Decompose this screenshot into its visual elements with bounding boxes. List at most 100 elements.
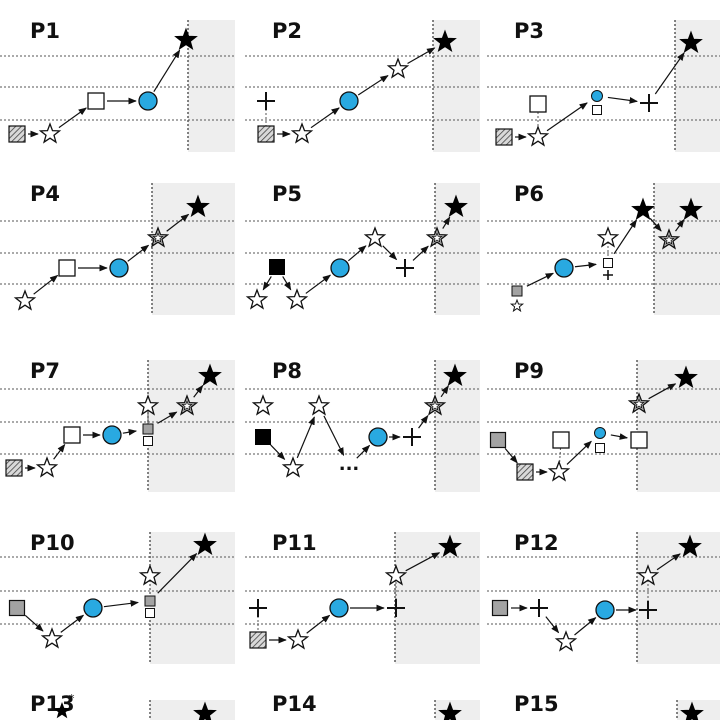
circle-blue-icon xyxy=(368,427,388,447)
star-black-icon xyxy=(443,363,467,387)
flow-arrow xyxy=(306,614,331,634)
panel-p12: P12 xyxy=(487,531,720,664)
panel-title: P10 xyxy=(30,531,75,555)
star-outline-icon xyxy=(384,564,408,586)
star-black-icon xyxy=(631,197,655,221)
square-white-icon xyxy=(630,431,648,449)
star-black-icon xyxy=(53,702,71,719)
panel-p14: P14 xyxy=(272,692,480,720)
square-gray-small-icon xyxy=(144,595,156,607)
star-outline-icon xyxy=(286,628,310,650)
panel-p9: P9 xyxy=(487,359,720,492)
star-black-icon xyxy=(444,194,468,218)
star-black-icon xyxy=(679,30,703,54)
square-black-icon xyxy=(255,429,271,445)
panel-title: P5 xyxy=(272,182,302,206)
circle-small-icon xyxy=(594,427,606,439)
square-small-icon xyxy=(592,105,602,115)
flow-arrow xyxy=(654,52,685,95)
star-inner-icon xyxy=(181,399,193,411)
circle-blue-icon xyxy=(554,258,574,278)
square-hatched-icon xyxy=(516,463,534,481)
flow-arrow xyxy=(574,261,597,269)
square-white-icon xyxy=(552,431,570,449)
panel-title: P7 xyxy=(30,359,60,383)
plus-icon xyxy=(387,599,405,617)
flow-arrow xyxy=(648,383,677,400)
flow-arrow xyxy=(310,107,340,129)
plus-icon xyxy=(249,599,267,617)
square-gray-small-icon xyxy=(142,423,154,435)
flow-arrow xyxy=(153,49,181,92)
shaded-region xyxy=(150,700,235,720)
circle-blue-icon xyxy=(109,258,129,278)
square-hatched-icon xyxy=(8,125,26,143)
flow-arrow xyxy=(357,75,389,96)
flow-arrow xyxy=(33,274,59,295)
star-small-icon xyxy=(509,298,525,313)
panel-p15: P15 xyxy=(514,692,720,720)
flow-arrow xyxy=(53,443,66,460)
panel-title: P14 xyxy=(272,692,317,716)
star-outline-icon xyxy=(245,288,269,310)
square-gray-icon xyxy=(489,431,507,449)
panel-p6: P6 xyxy=(487,182,720,315)
flow-arrow xyxy=(407,47,436,65)
flow-arrow xyxy=(270,444,286,460)
circle-blue-icon xyxy=(339,91,359,111)
square-white-icon xyxy=(58,259,76,277)
circle-blue-icon xyxy=(138,91,158,111)
square-gray-small-icon xyxy=(511,285,523,297)
panel-title: P12 xyxy=(514,531,559,555)
star-outline-icon xyxy=(281,456,305,478)
panel-p2: P2 xyxy=(245,19,480,152)
flow-arrow xyxy=(347,245,367,262)
star-black-icon xyxy=(198,363,222,387)
flow-arrow xyxy=(442,216,451,229)
square-white-icon xyxy=(87,92,105,110)
panel-title: P9 xyxy=(514,359,544,383)
star-inner-icon xyxy=(431,231,443,243)
flow-arrow xyxy=(166,213,190,232)
star-outline-icon xyxy=(307,394,331,416)
flow-arrow xyxy=(656,553,681,571)
square-hatched-icon xyxy=(249,631,267,649)
panel-title: P13 xyxy=(30,692,75,716)
square-gray-icon xyxy=(491,599,509,617)
star-black-icon xyxy=(678,534,702,558)
star-outline-icon xyxy=(35,456,59,478)
shaded-region xyxy=(150,532,235,664)
star-black-icon xyxy=(193,532,217,556)
circle-blue-icon xyxy=(102,425,122,445)
flow-arrow xyxy=(546,102,588,132)
shaded-region xyxy=(148,360,235,492)
panel-title: P15 xyxy=(514,692,559,716)
panel-title: P1 xyxy=(30,19,60,43)
star-inner-icon xyxy=(152,231,164,243)
star-black-icon xyxy=(438,701,462,720)
panel-title: P6 xyxy=(514,182,544,206)
flow-arrow xyxy=(675,218,685,232)
circle-blue-icon xyxy=(329,598,349,618)
star-black-icon xyxy=(174,27,198,51)
flow-arrow xyxy=(418,414,429,429)
star-outline-icon xyxy=(386,57,410,79)
panel-p13: P13* xyxy=(30,692,235,720)
flow-arrow xyxy=(610,433,629,440)
star-outline-icon xyxy=(547,460,571,482)
square-gray-icon xyxy=(8,599,26,617)
flow-arrow xyxy=(504,448,518,464)
flow-arrow xyxy=(127,244,150,262)
plus-icon xyxy=(639,601,657,619)
square-hatched-icon xyxy=(495,128,513,146)
flow-arrow xyxy=(60,614,85,633)
flow-arrow xyxy=(356,444,371,459)
flow-arrow xyxy=(305,274,332,294)
shaded-region xyxy=(395,532,480,664)
flow-arrow xyxy=(282,276,292,291)
flow-arrow xyxy=(566,440,592,465)
star-black-icon xyxy=(680,701,704,720)
flow-arrow xyxy=(607,96,638,104)
flow-arrow xyxy=(574,617,597,636)
shaded-region xyxy=(637,532,720,664)
